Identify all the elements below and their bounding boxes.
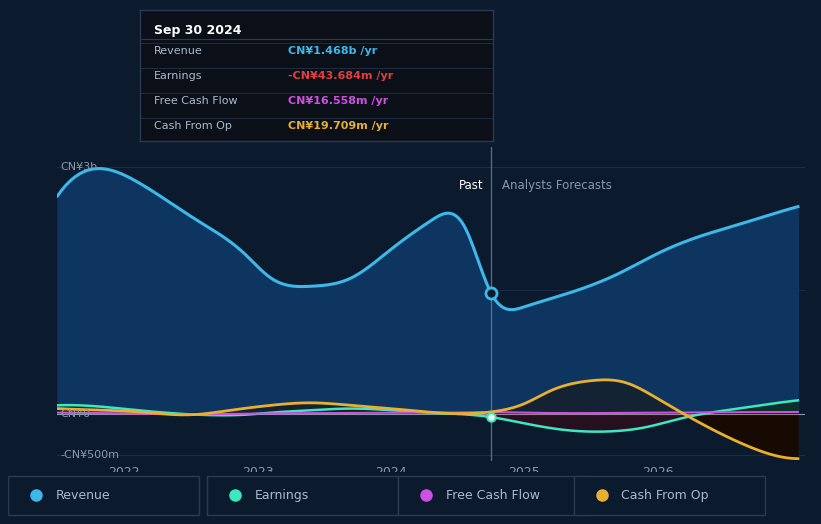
Text: CN¥3b: CN¥3b (60, 162, 97, 172)
Text: -CN¥500m: -CN¥500m (60, 450, 119, 460)
Text: Cash From Op: Cash From Op (621, 489, 709, 501)
Text: Analysts Forecasts: Analysts Forecasts (502, 179, 612, 192)
Text: CN¥0: CN¥0 (60, 409, 90, 419)
Text: CN¥1.468b /yr: CN¥1.468b /yr (288, 46, 377, 56)
Text: Sep 30 2024: Sep 30 2024 (154, 24, 241, 37)
Text: Earnings: Earnings (255, 489, 310, 501)
Text: Past: Past (458, 179, 483, 192)
Text: Earnings: Earnings (154, 71, 202, 81)
FancyBboxPatch shape (398, 476, 589, 516)
FancyBboxPatch shape (8, 476, 200, 516)
Text: CN¥16.558m /yr: CN¥16.558m /yr (288, 95, 388, 106)
Text: Revenue: Revenue (56, 489, 111, 501)
FancyBboxPatch shape (574, 476, 764, 516)
Text: Free Cash Flow: Free Cash Flow (447, 489, 540, 501)
Text: CN¥19.709m /yr: CN¥19.709m /yr (288, 121, 388, 130)
Text: -CN¥43.684m /yr: -CN¥43.684m /yr (288, 71, 393, 81)
Text: Free Cash Flow: Free Cash Flow (154, 95, 237, 106)
Text: Revenue: Revenue (154, 46, 203, 56)
FancyBboxPatch shape (207, 476, 398, 516)
Text: Cash From Op: Cash From Op (154, 121, 232, 130)
